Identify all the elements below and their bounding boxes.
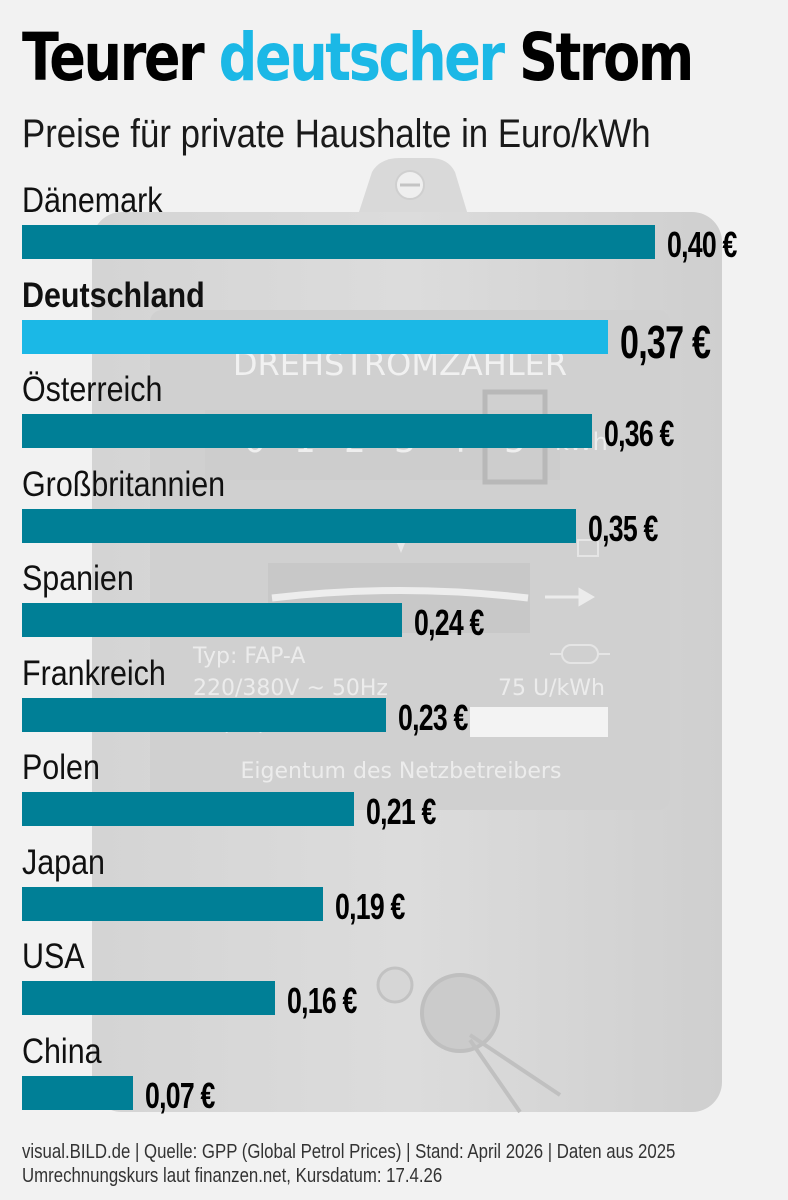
category-label: Japan — [22, 842, 105, 882]
value-label: 0,07 € — [145, 1074, 215, 1116]
bar — [22, 508, 576, 543]
value-label: 0,35 € — [588, 507, 658, 549]
meter-speed: 75 U/kWh — [498, 676, 605, 701]
title-accent: deutscher — [218, 19, 505, 96]
bar — [22, 414, 592, 448]
meter-rating: 220/380V ~ 50Hz — [193, 676, 388, 701]
value-label: 0,36 € — [604, 413, 674, 454]
bar — [22, 792, 354, 826]
meter-label-strip — [470, 707, 608, 737]
category-label: Großbritannien — [22, 464, 226, 504]
bar — [22, 981, 275, 1015]
meter-hanger — [358, 158, 468, 215]
title-part-1: Teurer — [22, 19, 205, 96]
footer-exchange-rate: Umrechnungskurs laut finanzen.net, Kursd… — [22, 1165, 443, 1187]
value-label: 0,21 € — [366, 791, 436, 832]
category-label: Frankreich — [22, 653, 166, 693]
category-label: Deutschland — [22, 275, 205, 315]
category-label: China — [22, 1031, 102, 1071]
value-label: 0,16 € — [287, 980, 357, 1021]
meter-square-icon — [577, 539, 599, 557]
value-label: 0,37 € — [620, 315, 711, 368]
bar — [22, 225, 655, 259]
value-label: 0,19 € — [335, 885, 405, 927]
chart-title: Teurer deutscher Strom — [22, 18, 694, 98]
bar — [22, 319, 608, 354]
category-label: Dänemark — [22, 181, 163, 220]
value-label: 0,23 € — [398, 696, 468, 738]
value-label: 0,24 € — [414, 602, 484, 643]
bar — [22, 886, 323, 921]
category-label: Spanien — [22, 559, 134, 598]
category-label: Österreich — [22, 370, 163, 409]
category-label: USA — [22, 937, 85, 976]
bar — [22, 603, 402, 637]
bar — [22, 1075, 133, 1110]
capacitor-symbol-icon — [550, 644, 610, 664]
arrow-right-icon — [545, 587, 595, 607]
bar — [22, 697, 386, 732]
category-label: Polen — [22, 748, 100, 787]
footer-source: visual.BILD.de | Quelle: GPP (Global Pet… — [22, 1141, 676, 1163]
meter-type: Typ: FAP-A — [192, 644, 305, 669]
title-part-2: Strom — [518, 19, 694, 96]
chart-subtitle: Preise für private Haushalte in Euro/kWh — [22, 112, 651, 156]
meter-owner: Eigentum des Netzbetreibers — [241, 759, 562, 784]
meter-seal-icon — [376, 966, 562, 1114]
value-label: 0,40 € — [667, 224, 737, 265]
